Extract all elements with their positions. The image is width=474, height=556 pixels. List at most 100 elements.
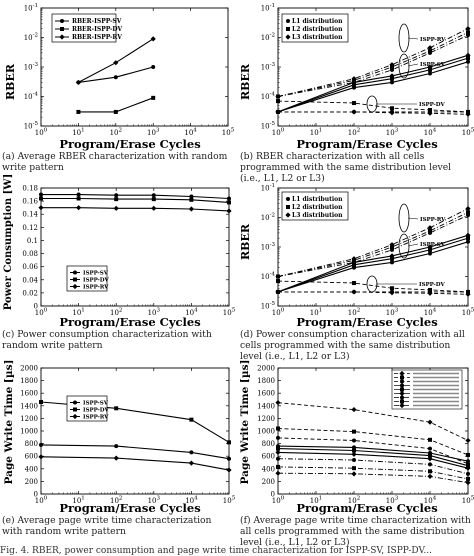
series-line xyxy=(276,464,470,481)
legend-marker xyxy=(73,277,77,282)
data-point xyxy=(427,456,433,462)
data-point xyxy=(352,445,356,450)
series-line xyxy=(277,472,469,484)
series-line xyxy=(40,456,230,471)
y-tick-label: 0.12 xyxy=(22,224,38,232)
x-tick-label: 103 xyxy=(386,128,399,138)
annotation-label: ISPP-SV xyxy=(420,62,446,68)
data-point xyxy=(189,417,194,422)
annotation-ellipse xyxy=(398,233,410,259)
data-point xyxy=(276,446,280,451)
y-tick-label: 1800 xyxy=(20,377,38,385)
series-line xyxy=(41,194,230,200)
data-point xyxy=(227,440,231,445)
data-point xyxy=(389,62,395,68)
data-point xyxy=(390,76,394,81)
y-tick-label: 10-2 xyxy=(261,213,275,223)
annotation-leader xyxy=(407,37,419,40)
x-tick-label: 100 xyxy=(272,128,285,138)
x-tick-label: 101 xyxy=(310,496,322,506)
chart-e-svg: 100 101 102 103 104 105 0 200 400 600 800 1000 1200 1… xyxy=(20,365,236,506)
mini-legend-marker xyxy=(400,379,404,384)
data-point xyxy=(465,232,471,238)
chart-f-svg: 100 101 102 103 104 105 0 200 400 600 800 1000 1200 1… xyxy=(257,365,474,506)
chart-c-xlabel: Program/Erase Cycles xyxy=(59,315,201,329)
mini-legend-marker xyxy=(399,402,405,409)
data-point xyxy=(275,400,281,406)
chart-e-caption: (e) Average page write time characteriza… xyxy=(2,515,212,537)
legend-marker xyxy=(286,27,290,31)
legend-marker xyxy=(59,34,65,40)
chart-e-xlabel: Program/Erase Cycles xyxy=(59,501,201,515)
chart-c-svg: 100 101 102 103 104 105 0 0.02 0.04 0.06 0.08 0.1 0.… xyxy=(22,185,235,318)
data-point xyxy=(38,205,44,211)
data-point xyxy=(465,437,471,444)
data-point xyxy=(351,79,357,86)
y-tick-label: 10-2 xyxy=(24,33,38,43)
y-tick-label: 10-4 xyxy=(24,92,39,102)
data-point xyxy=(351,109,357,115)
data-point xyxy=(428,247,432,252)
series-ispp-sv xyxy=(39,192,231,201)
mini-legend xyxy=(391,369,463,410)
data-point xyxy=(275,93,281,100)
legend-marker xyxy=(286,19,290,23)
data-point xyxy=(466,210,470,215)
data-point xyxy=(351,406,357,413)
data-point xyxy=(276,435,280,440)
series-line xyxy=(275,470,471,486)
x-tick-label: 102 xyxy=(110,128,122,138)
annotation-ellipse xyxy=(398,23,410,53)
annotation-label: ISPP-SV xyxy=(420,242,446,248)
data-point xyxy=(428,453,432,458)
data-point xyxy=(389,242,395,248)
legend-marker xyxy=(72,413,78,420)
y-tick-label: 10-1 xyxy=(261,3,275,13)
y-tick-label: 800 xyxy=(262,440,275,448)
data-point xyxy=(389,290,395,296)
data-point xyxy=(76,196,81,201)
legend-marker xyxy=(73,407,77,412)
chart-b-svg: 100 101 102 103 104 105 10-5 10-4 10-3 10-2 10-1 L1… xyxy=(261,3,474,138)
x-tick-label: 100 xyxy=(272,496,285,506)
data-point xyxy=(390,286,394,291)
legend-marker xyxy=(286,197,290,201)
data-point xyxy=(465,26,471,32)
series-rber-ispp-dv xyxy=(76,95,156,114)
data-point xyxy=(275,273,281,280)
y-tick-label: 200 xyxy=(25,478,38,486)
series-l3-distribution xyxy=(275,109,471,117)
data-point xyxy=(466,476,470,481)
figure-footer: Fig. 4. RBER, power consumption and page… xyxy=(0,546,432,556)
chart-a-xlabel: Program/Erase Cycles xyxy=(59,137,201,151)
y-tick-label: 0.06 xyxy=(22,263,38,271)
data-point xyxy=(114,197,119,202)
x-tick-label: 103 xyxy=(148,308,161,318)
data-point xyxy=(151,193,156,198)
annotation-ellipse xyxy=(398,203,410,233)
data-point xyxy=(276,99,280,104)
legend-marker xyxy=(285,212,291,218)
x-tick-label: 105 xyxy=(462,128,474,138)
data-point xyxy=(39,442,43,447)
y-tick-label: 400 xyxy=(25,465,38,473)
data-point xyxy=(390,106,394,111)
chart-d-svg: 100 101 102 103 104 105 10-5 10-4 10-3 10-2 10-1 L1… xyxy=(261,183,474,317)
y-tick-label: 10-5 xyxy=(261,121,276,131)
data-point xyxy=(428,469,432,474)
data-point xyxy=(275,289,281,295)
x-tick-label: 102 xyxy=(348,128,360,138)
chart-d-xlabel: Program/Erase Cycles xyxy=(296,315,438,329)
mini-legend-marker xyxy=(400,395,404,400)
y-tick-label: 600 xyxy=(262,453,275,461)
series-line xyxy=(276,426,470,457)
data-point xyxy=(276,426,280,431)
series-line xyxy=(277,28,469,97)
data-point xyxy=(352,448,356,453)
y-tick-label: 0.18 xyxy=(22,185,38,193)
mini-legend-marker xyxy=(400,383,404,388)
series-ispp-sv xyxy=(39,442,231,461)
data-point xyxy=(75,79,81,86)
